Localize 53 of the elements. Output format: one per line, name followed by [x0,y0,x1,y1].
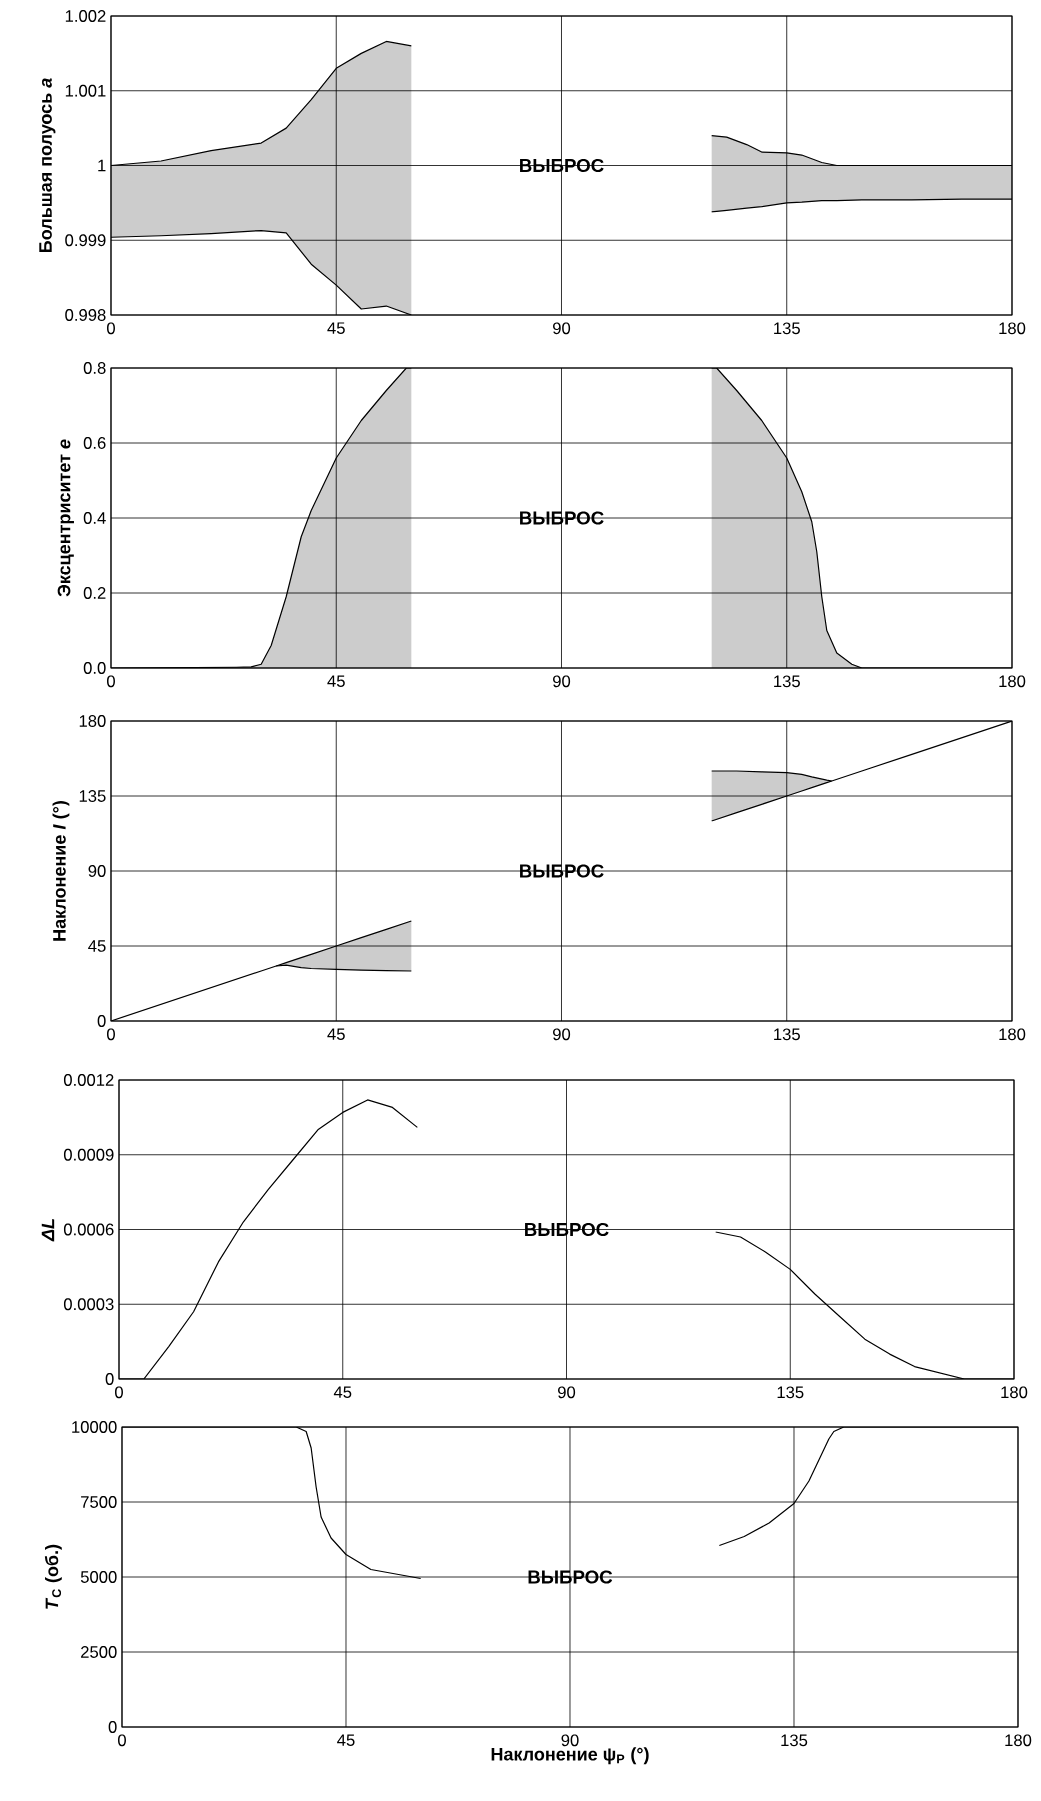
y-tick-label: 90 [88,865,106,877]
y-axis-title: Эксцентриситет e [57,439,74,597]
y-axis-title: Большая полуось a [39,78,56,253]
y-tick-label: 135 [79,790,106,802]
y-tick-label: 0.4 [83,512,106,524]
y-tick-label: 0.0012 [63,1074,114,1086]
x-tick-label: 45 [327,675,345,688]
x-tick-label: 180 [1005,1734,1032,1747]
x-tick-label: 135 [774,322,800,335]
y-tick-label: 1.002 [65,10,106,22]
y-tick-label: 0.0009 [63,1148,114,1161]
x-tick-label: 135 [777,1386,804,1399]
x-tick-label: 180 [1001,1386,1028,1399]
x-tick-label: 45 [333,1386,352,1399]
y-tick-label: 5000 [80,1571,117,1583]
x-tick-label: 45 [327,1028,345,1041]
y-tick-label: 0 [105,1373,114,1385]
x-tick-label: 45 [337,1734,355,1747]
x-tick-label: 90 [553,675,571,688]
y-tick-label: 0.998 [65,309,106,321]
x-axis-title: Наклонение ψ$_{P}$ (°) [491,1747,649,1765]
y-tick-label: 0.0003 [63,1298,114,1311]
y-tick-label: 0.0 [83,662,106,674]
x-tick-label: 90 [558,1386,576,1399]
y-tick-label: 0.0006 [63,1223,114,1236]
y-tick-label: 0.8 [83,362,106,374]
x-tick-label: 135 [774,1028,800,1041]
y-tick-label: 45 [88,940,106,952]
x-tick-label: 90 [553,322,571,335]
y-tick-label: 1 [98,159,106,172]
y-tick-label: 0 [108,1721,117,1733]
x-tick-label: 90 [553,1028,571,1041]
y-tick-label: 0.999 [65,234,106,247]
y-tick-label: 0 [97,1015,106,1027]
x-tick-label: 0 [118,1734,126,1747]
annotation: ВЫБРОС [528,1570,613,1584]
y-tick-label: 0.2 [83,587,106,599]
x-tick-label: 45 [327,322,345,335]
y-tick-label: 0.6 [83,437,106,449]
y-tick-label: 180 [79,715,106,727]
y-axis-title: Наклонение I (°) [52,801,70,941]
y-axis-title: T$_{C}$ (об.) [44,1544,62,1609]
y-tick-label: 2500 [81,1646,117,1658]
x-tick-label: 90 [561,1734,579,1747]
x-tick-label: 135 [774,675,800,688]
x-tick-label: 180 [999,1028,1026,1041]
y-tick-label: 1.001 [65,84,106,97]
x-tick-label: 135 [781,1734,808,1747]
x-tick-label: 180 [999,675,1026,688]
x-tick-label: 180 [999,322,1026,335]
y-tick-label: 7500 [81,1496,117,1508]
y-tick-label: 10000 [72,1421,117,1433]
y-axis-title: ΔL [41,1219,55,1242]
